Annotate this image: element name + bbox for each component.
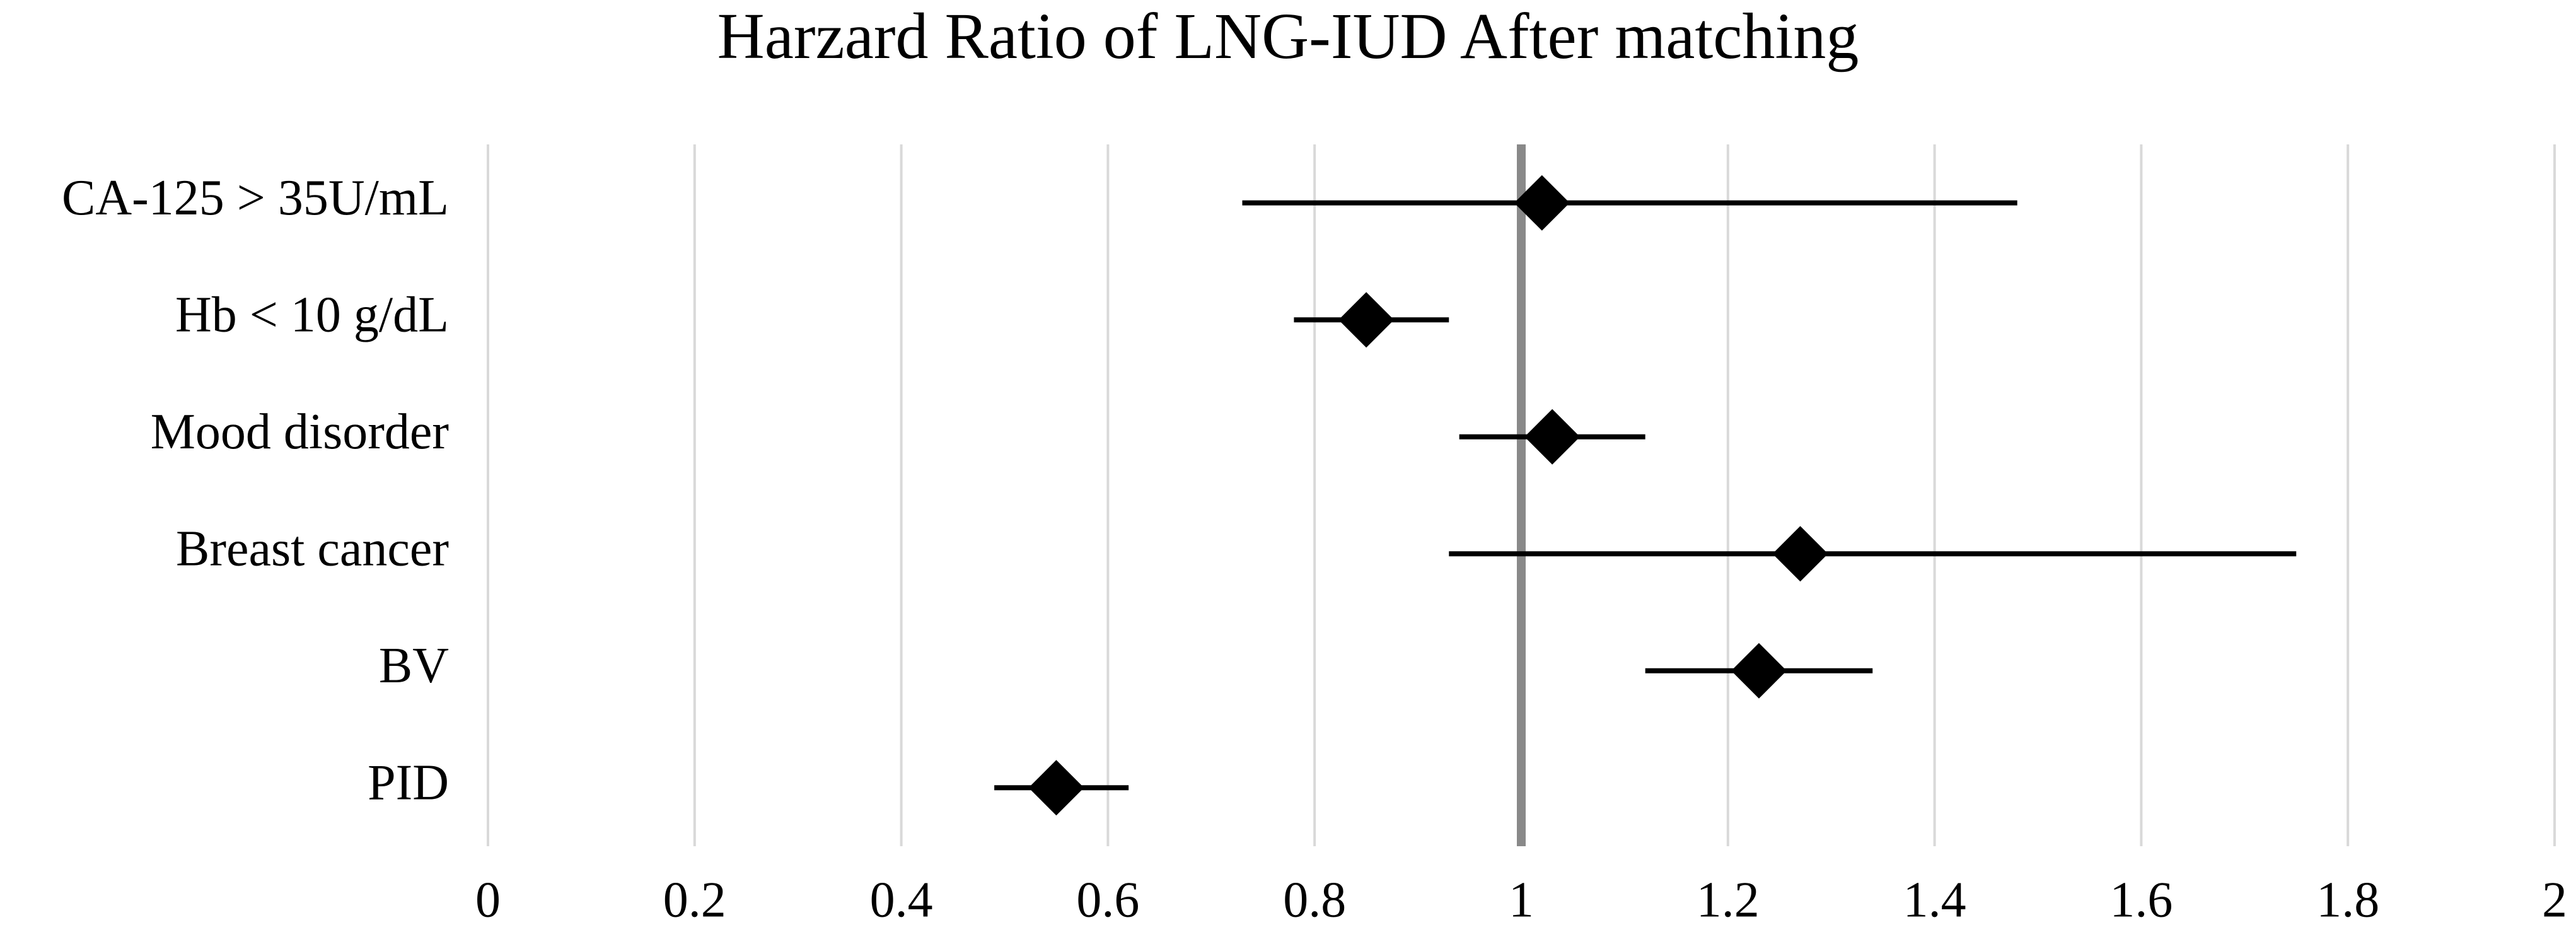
x-tick-label: 0.6 (1076, 872, 1139, 928)
x-tick-label: 0 (475, 872, 501, 928)
point-estimate (1731, 643, 1787, 699)
y-tick-label: Hb < 10 g/dL (175, 288, 449, 343)
y-tick-label: PID (368, 755, 449, 811)
point-estimate (1338, 292, 1395, 348)
y-tick-label: CA-125 > 35U/mL (62, 170, 449, 226)
x-tick-label: 0.2 (663, 872, 726, 928)
x-tick-label: 1 (1509, 872, 1534, 928)
y-tick-label: BV (379, 638, 449, 694)
point-estimate (1772, 526, 1828, 582)
point-estimate (1514, 175, 1570, 231)
y-tick-label: Mood disorder (151, 404, 449, 460)
x-tick-label: 1.6 (2109, 872, 2173, 928)
x-tick-label: 0.4 (870, 872, 933, 928)
y-tick-label: Breast cancer (176, 521, 449, 577)
x-tick-label: 2 (2542, 872, 2567, 928)
point-estimate (1524, 409, 1581, 465)
point-estimate (1028, 760, 1084, 816)
x-tick-label: 1.4 (1903, 872, 1966, 928)
x-tick-label: 1.2 (1697, 872, 1760, 928)
chart-title: Harzard Ratio of LNG-IUD After matching (717, 0, 1859, 73)
x-tick-label: 1.8 (2316, 872, 2379, 928)
x-tick-label: 0.8 (1283, 872, 1346, 928)
